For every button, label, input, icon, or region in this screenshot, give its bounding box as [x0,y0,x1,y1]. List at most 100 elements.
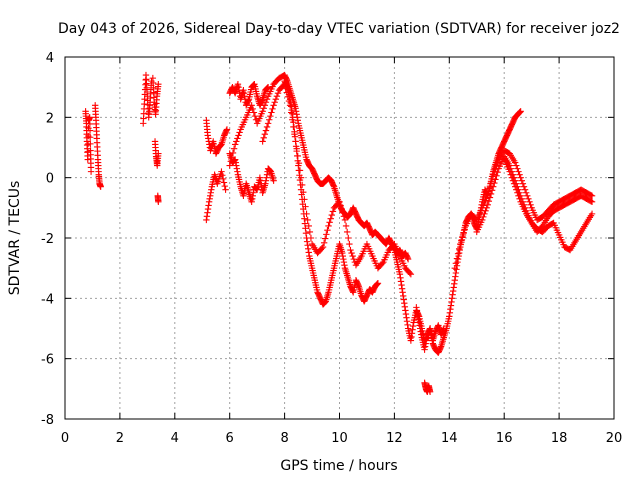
x-tick-label: 10 [331,431,348,446]
data-point [229,149,237,157]
data-point [452,260,460,267]
data-point [513,186,520,193]
data-point [304,216,311,224]
data-point [301,196,308,203]
data-point [350,255,357,263]
data-point [349,252,356,260]
y-tick-label: 0 [46,172,54,187]
data-point [226,162,233,169]
x-tick-labels: 0 2 4 6 8 10 12 14 16 18 20 [61,431,622,446]
data-point [97,183,104,190]
data-point [508,174,516,181]
data-point [510,180,518,187]
data-point [303,210,310,218]
data-point [490,183,497,190]
x-tick-label: 2 [116,431,124,446]
data-point [234,135,241,142]
data-point [261,102,269,109]
data-point [325,222,332,230]
data-point [517,108,524,115]
data-point [491,179,498,187]
data-point [519,180,527,187]
data-point [270,177,277,184]
data-point [522,189,530,196]
x-tick-label: 12 [386,431,403,446]
data-point [292,138,299,145]
data-point [516,171,523,178]
data-point [219,175,227,183]
data-point [248,102,255,109]
data-point [506,168,513,175]
data-point [515,192,522,199]
data-point [300,188,307,196]
data-point [482,207,489,215]
data-point [262,127,270,134]
data-point [514,189,521,196]
data-point [270,102,277,109]
data-point [86,114,93,121]
data-point [235,132,242,139]
data-point [236,129,243,136]
data-point [341,216,349,224]
data-point [231,141,239,148]
data-point [155,150,162,157]
data-point [223,126,231,133]
data-point [328,211,336,219]
data-point [87,168,95,175]
data-point [525,195,532,202]
data-point [298,181,306,189]
y-tick-label: 2 [46,111,54,126]
y-tick-label: -6 [41,353,54,368]
data-point [494,169,501,176]
data-point [264,120,272,127]
data-point [339,209,346,216]
data-point [406,269,413,277]
data-point [282,85,289,92]
data-point [343,228,351,236]
data-point [587,191,595,199]
data-point [426,388,434,396]
data-point [337,202,344,209]
data-point [488,187,496,194]
data-point [261,131,269,138]
data-point [155,80,162,88]
x-tick-label: 4 [171,431,179,446]
data-point [84,156,91,163]
data-point [485,197,493,205]
data-point [284,93,292,101]
data-point [290,123,297,131]
data-point [326,219,333,226]
data-point [514,165,521,172]
data-point [291,131,298,138]
data-point [86,134,94,141]
data-point [483,204,490,212]
data-point [440,325,448,332]
data-point [507,171,514,178]
data-point [307,234,315,242]
data-point [274,90,282,97]
data-point [494,159,501,166]
data-point [259,138,266,145]
data-point [221,182,228,190]
data-point [588,210,596,218]
x-axis-label: GPS time / hours [280,458,397,474]
data-point [454,250,462,257]
data-point [345,234,352,242]
data-point [453,255,461,262]
data-point [458,237,465,244]
axis-ticks [64,56,615,420]
data-point [524,192,531,199]
data-point [306,228,314,236]
data-point [588,192,596,199]
data-point [521,186,529,193]
data-point [259,108,266,115]
data-point [404,255,412,263]
data-point [287,109,295,116]
x-tick-label: 8 [280,431,288,446]
data-point [336,198,343,205]
data-point [486,194,494,201]
data-point [518,177,525,184]
data-point [480,213,487,221]
data-point [227,158,234,165]
